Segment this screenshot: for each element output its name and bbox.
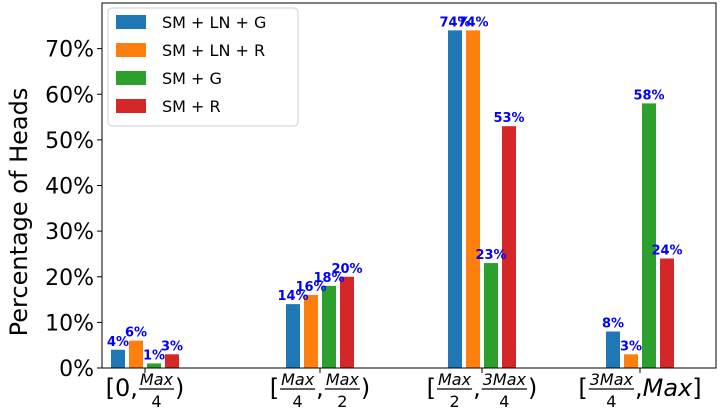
- data-label: 8%: [602, 317, 624, 332]
- x-category-numerator: Max: [140, 370, 174, 389]
- bars: [111, 30, 674, 368]
- legend-box: [107, 7, 299, 127]
- bar: [147, 363, 161, 368]
- x-category-denominator: 4: [293, 392, 303, 411]
- y-axis-label: Percentage of Heads: [5, 88, 33, 337]
- x-category-numerator: 3Max: [483, 370, 527, 389]
- bar: [624, 354, 638, 368]
- x-category-text: ,: [473, 374, 481, 402]
- x-category-text: [: [578, 374, 587, 402]
- y-tick-label: 70%: [45, 38, 94, 63]
- data-label: 74%: [457, 15, 488, 30]
- data-label: 24%: [651, 244, 682, 259]
- x-category-denominator: 2: [449, 392, 459, 411]
- data-label: 58%: [633, 88, 664, 103]
- x-category-denominator: 4: [151, 392, 161, 411]
- y-tick-label: 10%: [45, 311, 94, 336]
- legend-label: SM + LN + G: [162, 13, 266, 32]
- bar: [165, 354, 179, 368]
- x-category-text: ,: [635, 374, 643, 402]
- y-tick-label: 0%: [59, 357, 94, 382]
- x-category-numerator: 3Max: [590, 370, 634, 389]
- x-category-denominator: 4: [499, 392, 509, 411]
- x-category-text: ): [361, 374, 370, 402]
- plot-frame: [101, 2, 717, 369]
- y-tick-label: 40%: [45, 175, 94, 200]
- legend-swatch: [116, 15, 146, 29]
- legend-swatch: [116, 43, 146, 57]
- x-category-text: Max: [643, 374, 693, 402]
- x-category-label: [3Max 4, Max]: [578, 368, 702, 411]
- bar: [606, 331, 620, 368]
- x-category-denominator: 2: [337, 392, 347, 411]
- y-tick-label: 50%: [45, 129, 94, 154]
- data-label: 3%: [620, 339, 642, 354]
- bar: [484, 263, 498, 368]
- bar: [642, 103, 656, 368]
- bar: [466, 30, 480, 368]
- data-label: 14%: [277, 289, 308, 304]
- bar: [286, 304, 300, 368]
- legend: SM + LN + G SM + LN + R SM + G SM + R: [107, 7, 299, 127]
- x-category-numerator: Max: [326, 370, 360, 389]
- x-category-text: [: [270, 374, 279, 402]
- data-labels: 4%14%74%8%6%16%74%3%1%18%23%58%3%20%53%2…: [107, 15, 683, 363]
- bar: [340, 276, 354, 368]
- bar: [304, 295, 318, 368]
- data-label: 1%: [143, 348, 165, 363]
- x-category-text: ]: [692, 374, 701, 402]
- data-label: 18%: [313, 271, 344, 286]
- y-tick-label: 30%: [45, 220, 94, 245]
- bar: [660, 258, 674, 368]
- bar: [448, 30, 462, 368]
- legend-label: SM + R: [162, 97, 221, 116]
- x-category-numerator: Max: [281, 370, 315, 389]
- x-category-denominator: 4: [606, 392, 616, 411]
- data-label: 6%: [125, 326, 147, 341]
- y-tick-label: 20%: [45, 266, 94, 291]
- bar: [502, 126, 516, 368]
- bar: [111, 349, 125, 368]
- x-category-label: [0, Max 4): [106, 368, 184, 411]
- bar: [129, 340, 143, 368]
- data-label: 53%: [493, 111, 524, 126]
- x-category-numerator: Max: [438, 370, 472, 389]
- legend-swatch: [116, 71, 146, 85]
- legend-label: SM + LN + R: [162, 41, 265, 60]
- data-label: 74%: [439, 15, 470, 30]
- data-label: 3%: [161, 339, 183, 354]
- data-label: 4%: [107, 335, 129, 350]
- x-category-label: [Max 2, 3Max 4): [427, 368, 537, 411]
- x-category-text: ,: [316, 374, 324, 402]
- y-tick-label: 60%: [45, 83, 94, 108]
- x-category-text: [0,: [106, 374, 138, 402]
- x-category-text: [: [427, 374, 436, 402]
- x-category-text: ): [175, 374, 184, 402]
- y-axis-ticks: 0% 10% 20% 30% 40% 50% 60% 70%: [45, 38, 102, 382]
- data-label: 23%: [475, 248, 506, 263]
- x-category-text: ): [528, 374, 537, 402]
- data-label: 16%: [295, 280, 326, 295]
- legend-swatch: [116, 99, 146, 113]
- bar: [322, 285, 336, 368]
- legend-label: SM + G: [162, 69, 222, 88]
- data-label: 20%: [331, 262, 362, 277]
